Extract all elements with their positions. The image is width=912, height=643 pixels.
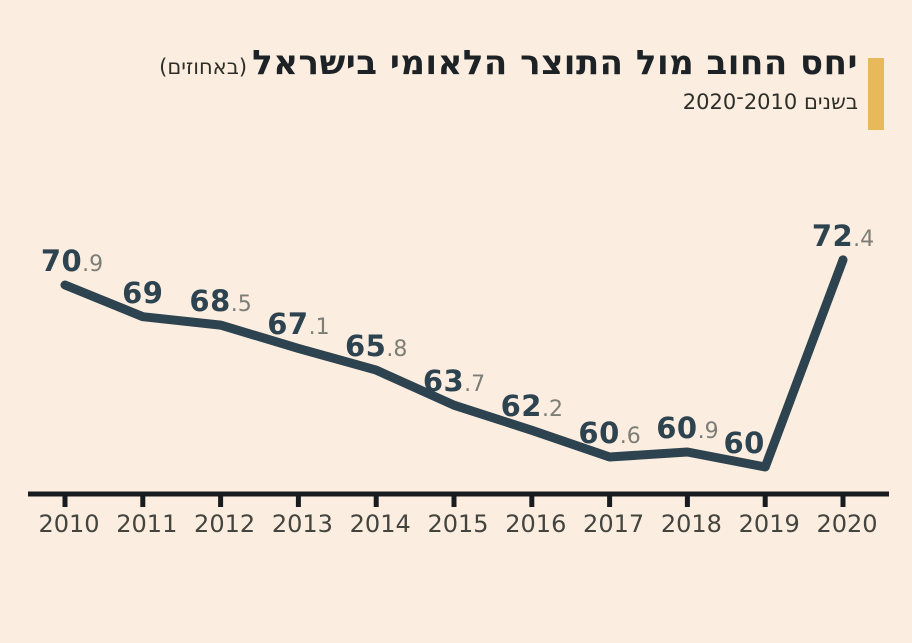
value-integer: 68 [189, 284, 231, 319]
data-point-label: 67.1 [267, 310, 329, 339]
x-axis-tick-label: 2015 [427, 510, 489, 538]
data-point-label: 60 [724, 429, 765, 458]
data-point-label: 62.2 [501, 392, 563, 421]
value-decimal: .8 [386, 337, 408, 363]
x-axis-ticks [62, 494, 846, 507]
x-axis-tick-label: 2011 [116, 510, 178, 538]
x-axis-tick-label: 2014 [349, 510, 411, 538]
value-decimal: .2 [541, 397, 563, 423]
value-integer: 67 [267, 307, 309, 342]
value-integer: 65 [345, 329, 387, 364]
value-decimal: .9 [82, 251, 104, 277]
value-integer: 63 [422, 364, 465, 399]
value-integer: 60 [656, 410, 698, 445]
x-axis-tick-label: 2012 [194, 510, 256, 538]
data-point-label: 72.4 [811, 218, 875, 253]
value-decimal: .9 [697, 418, 719, 444]
debt-ratio-line [60, 255, 848, 472]
value-integer: 60 [578, 415, 620, 450]
chart-subtitle: בשנים 2010־2020 [682, 89, 858, 114]
value-decimal: .4 [853, 226, 875, 252]
x-axis-tick-label: 2013 [271, 510, 333, 538]
title-block: יחס החוב מול התוצר הלאומי בישראל (באחוזי… [159, 42, 858, 114]
value-decimal: .5 [230, 292, 252, 318]
value-integer: 60 [723, 426, 765, 460]
value-integer: 72 [811, 218, 854, 253]
chart-title: יחס החוב מול התוצר הלאומי בישראל [252, 43, 858, 83]
value-decimal: .1 [308, 315, 330, 341]
title-line: יחס החוב מול התוצר הלאומי בישראל (באחוזי… [159, 42, 858, 85]
x-axis-tick-label: 2020 [816, 510, 878, 538]
x-axis-tick-label: 2016 [505, 510, 567, 538]
data-point-label: 65.8 [345, 332, 407, 361]
value-integer: 69 [122, 275, 164, 310]
data-point-label: 68.5 [189, 287, 251, 316]
x-axis-tick-label: 2017 [583, 510, 645, 538]
data-point-label: 70.9 [40, 243, 104, 278]
value-decimal: .6 [619, 423, 641, 449]
data-point-label: 69 [122, 275, 164, 310]
data-point-label: 60.6 [578, 415, 641, 450]
x-axis-tick-label: 2018 [660, 510, 722, 538]
chart-unit-note: (באחוזים) [159, 55, 248, 79]
x-axis-tick-label: 2010 [38, 510, 100, 538]
value-integer: 70 [40, 243, 83, 278]
value-decimal: .7 [464, 372, 486, 398]
x-axis-tick-label: 2019 [738, 510, 800, 538]
data-point-label: 60.9 [656, 410, 719, 445]
title-accent-bar [868, 58, 884, 130]
data-point-label: 63.7 [423, 367, 485, 396]
value-integer: 62 [500, 389, 542, 424]
